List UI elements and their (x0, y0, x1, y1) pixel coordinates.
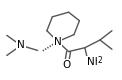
Text: O: O (62, 60, 71, 70)
Text: N: N (54, 37, 62, 47)
Text: 2: 2 (97, 56, 102, 65)
Text: N: N (17, 40, 25, 50)
Text: NH: NH (87, 57, 102, 67)
